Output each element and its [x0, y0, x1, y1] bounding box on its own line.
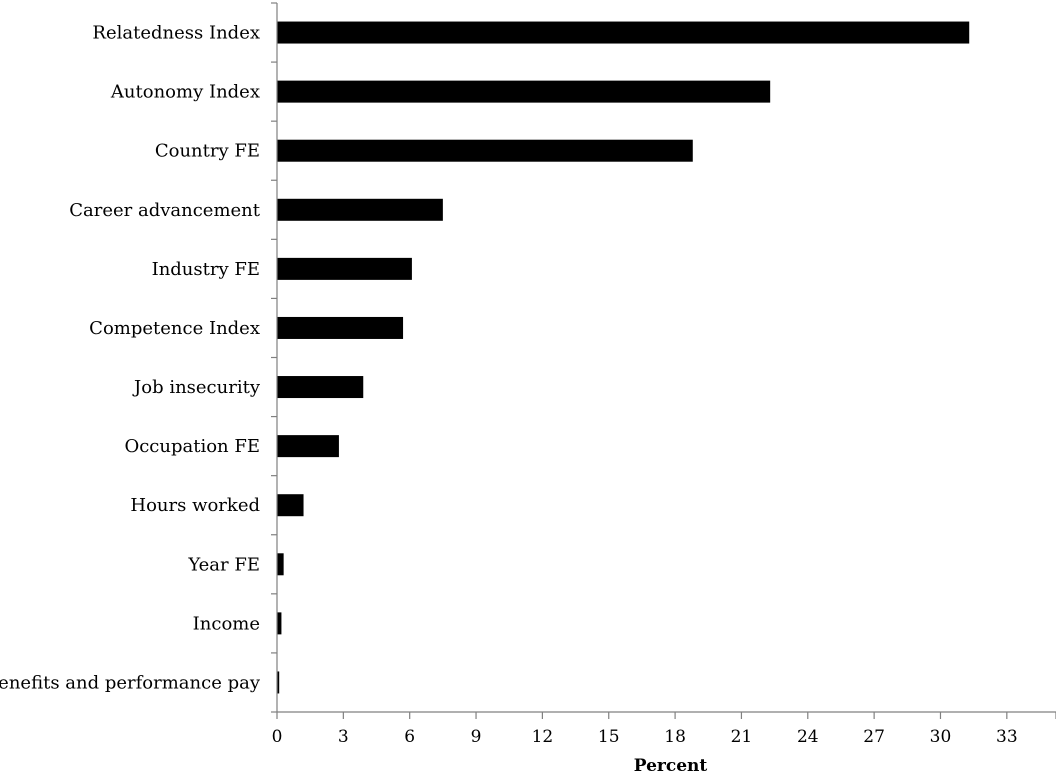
category-label: Income [193, 613, 260, 634]
bar-occupation-fe [277, 435, 339, 458]
bar-hours-worked [277, 494, 304, 517]
bar-benefits-and-performance-pay [277, 671, 280, 694]
x-tick-label: 24 [797, 727, 819, 747]
x-tick-label: 18 [664, 727, 686, 747]
category-label: Benefits and performance pay [0, 672, 261, 693]
bar-year-fe [277, 553, 284, 576]
bar-relatedness-index [277, 21, 970, 44]
x-tick-label: 21 [731, 727, 753, 747]
bar-job-insecurity [277, 376, 364, 399]
category-label: Occupation FE [124, 436, 260, 457]
labels-layer: Relatedness Index Autonomy Index Country F… [0, 23, 1018, 747]
bars-layer [277, 21, 970, 694]
category-label: Year FE [187, 554, 260, 575]
bar-autonomy-index [277, 80, 771, 103]
x-tick-label: 30 [930, 727, 952, 747]
bar-industry-fe [277, 257, 412, 280]
category-label: Relatedness Index [92, 23, 260, 44]
category-label: Job insecurity [132, 377, 261, 398]
bar-competence-index [277, 316, 404, 339]
category-label: Competence Index [89, 318, 260, 339]
category-label: Autonomy Index [110, 82, 260, 103]
x-tick-label: 0 [272, 727, 283, 747]
bar-country-fe [277, 139, 693, 162]
bar-career-advancement [277, 198, 443, 221]
ticks-layer [271, 2, 1056, 719]
x-tick-label: 6 [404, 727, 415, 747]
x-tick-label: 3 [338, 727, 349, 747]
x-tick-label: 15 [598, 727, 620, 747]
category-label: Industry FE [152, 259, 260, 280]
x-axis-title: Percent [634, 756, 708, 776]
category-label: Hours worked [130, 495, 260, 516]
x-tick-label: 9 [471, 727, 482, 747]
x-tick-label: 27 [863, 727, 885, 747]
category-label: Country FE [155, 141, 260, 162]
axes-layer [276, 3, 1056, 713]
category-label: Career advancement [69, 200, 261, 221]
x-tick-label: 12 [532, 727, 554, 747]
x-tick-label: 33 [996, 727, 1018, 747]
bar-income [277, 612, 282, 635]
